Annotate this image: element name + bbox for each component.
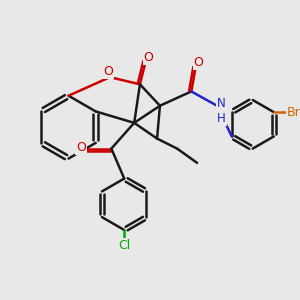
Text: Br: Br <box>287 106 300 119</box>
Text: Cl: Cl <box>118 239 130 252</box>
Text: O: O <box>76 141 86 154</box>
Text: O: O <box>194 56 203 69</box>
Text: O: O <box>144 51 153 64</box>
Text: O: O <box>103 65 113 78</box>
Text: N
H: N H <box>217 98 226 125</box>
